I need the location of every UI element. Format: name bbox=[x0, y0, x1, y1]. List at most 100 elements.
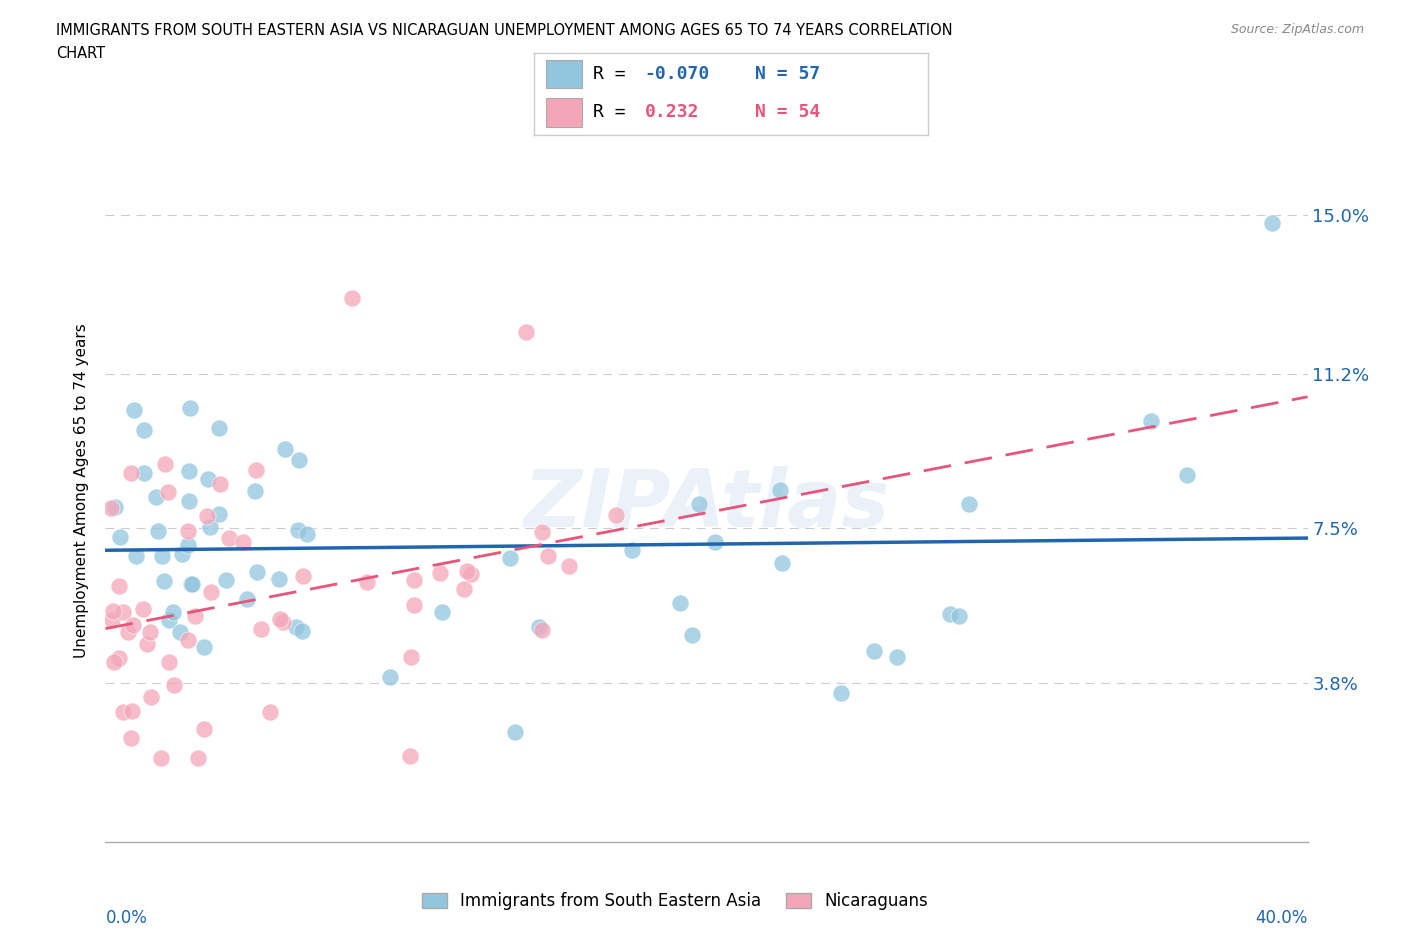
Point bbox=[681, 628, 703, 643]
Point bbox=[259, 705, 281, 720]
Point bbox=[157, 655, 180, 670]
Text: 0.0%: 0.0% bbox=[105, 909, 148, 926]
Text: R =: R = bbox=[593, 65, 637, 83]
Point bbox=[150, 549, 173, 564]
Point bbox=[180, 577, 202, 591]
Point bbox=[132, 423, 155, 438]
Point bbox=[430, 604, 453, 619]
Text: 40.0%: 40.0% bbox=[1256, 909, 1308, 926]
Point bbox=[170, 547, 193, 562]
Point bbox=[250, 621, 273, 636]
Point bbox=[704, 535, 727, 550]
Point bbox=[177, 464, 200, 479]
Point bbox=[104, 500, 127, 515]
Point bbox=[200, 585, 222, 600]
Point bbox=[153, 573, 176, 588]
Point bbox=[399, 650, 422, 665]
Point bbox=[1260, 216, 1282, 231]
Point bbox=[198, 520, 221, 535]
Point bbox=[530, 525, 553, 539]
Point bbox=[124, 402, 146, 417]
Point bbox=[557, 559, 579, 574]
Point bbox=[669, 596, 692, 611]
Point bbox=[218, 531, 240, 546]
Point bbox=[132, 602, 155, 617]
Point bbox=[153, 457, 176, 472]
Point bbox=[101, 604, 124, 618]
Point bbox=[948, 608, 970, 623]
Point bbox=[149, 751, 172, 765]
Point bbox=[181, 577, 204, 591]
Point bbox=[273, 442, 295, 457]
Point bbox=[287, 522, 309, 537]
Point bbox=[100, 500, 122, 515]
Point bbox=[863, 644, 886, 658]
Point bbox=[605, 507, 627, 522]
Point bbox=[163, 677, 186, 692]
Point bbox=[111, 604, 134, 619]
Point bbox=[236, 591, 259, 606]
Point bbox=[271, 615, 294, 630]
Point bbox=[179, 401, 201, 416]
Point bbox=[1175, 468, 1198, 483]
Point bbox=[215, 573, 238, 588]
Text: IMMIGRANTS FROM SOUTH EASTERN ASIA VS NICARAGUAN UNEMPLOYMENT AMONG AGES 65 TO 7: IMMIGRANTS FROM SOUTH EASTERN ASIA VS NI… bbox=[56, 23, 953, 38]
Point bbox=[162, 604, 184, 619]
Point bbox=[120, 466, 142, 481]
Point bbox=[100, 613, 122, 628]
Point bbox=[169, 624, 191, 639]
Point bbox=[267, 572, 290, 587]
Text: R =: R = bbox=[593, 103, 648, 121]
Point bbox=[187, 751, 209, 765]
Point bbox=[134, 465, 156, 480]
Point bbox=[460, 566, 482, 581]
Text: N = 54: N = 54 bbox=[755, 103, 820, 121]
Point bbox=[195, 509, 218, 524]
Point bbox=[402, 573, 425, 588]
Point bbox=[197, 472, 219, 486]
Point bbox=[232, 535, 254, 550]
Point bbox=[245, 484, 267, 498]
Point bbox=[136, 636, 159, 651]
Point bbox=[146, 524, 169, 538]
Point bbox=[456, 564, 478, 578]
Point bbox=[530, 622, 553, 637]
Point bbox=[157, 613, 180, 628]
Text: ZIPAtlas: ZIPAtlas bbox=[523, 466, 890, 544]
Point bbox=[193, 722, 215, 737]
Point bbox=[536, 549, 558, 564]
Point bbox=[399, 749, 422, 764]
Point bbox=[176, 633, 198, 648]
Point bbox=[245, 462, 267, 477]
Point bbox=[139, 625, 162, 640]
Point bbox=[117, 624, 139, 639]
Point bbox=[125, 549, 148, 564]
Bar bbox=[546, 98, 582, 126]
Point bbox=[208, 477, 231, 492]
Point bbox=[103, 655, 125, 670]
Point bbox=[184, 609, 207, 624]
Point bbox=[177, 538, 200, 552]
Point bbox=[291, 569, 314, 584]
Point bbox=[156, 485, 179, 499]
Point bbox=[122, 618, 145, 632]
Point bbox=[246, 565, 269, 579]
Point bbox=[291, 623, 314, 638]
Point bbox=[208, 421, 231, 436]
Point bbox=[145, 489, 167, 504]
Point bbox=[453, 582, 475, 597]
Point bbox=[120, 731, 142, 746]
Point bbox=[404, 597, 426, 612]
Point bbox=[295, 526, 318, 541]
Point bbox=[957, 497, 980, 512]
Point bbox=[193, 640, 215, 655]
Point bbox=[830, 685, 852, 700]
Point bbox=[499, 551, 522, 565]
Point bbox=[208, 507, 231, 522]
Bar bbox=[546, 60, 582, 88]
Point bbox=[356, 574, 378, 589]
Text: CHART: CHART bbox=[56, 46, 105, 61]
Point bbox=[111, 705, 134, 720]
Point bbox=[769, 483, 792, 498]
Point bbox=[288, 452, 311, 467]
